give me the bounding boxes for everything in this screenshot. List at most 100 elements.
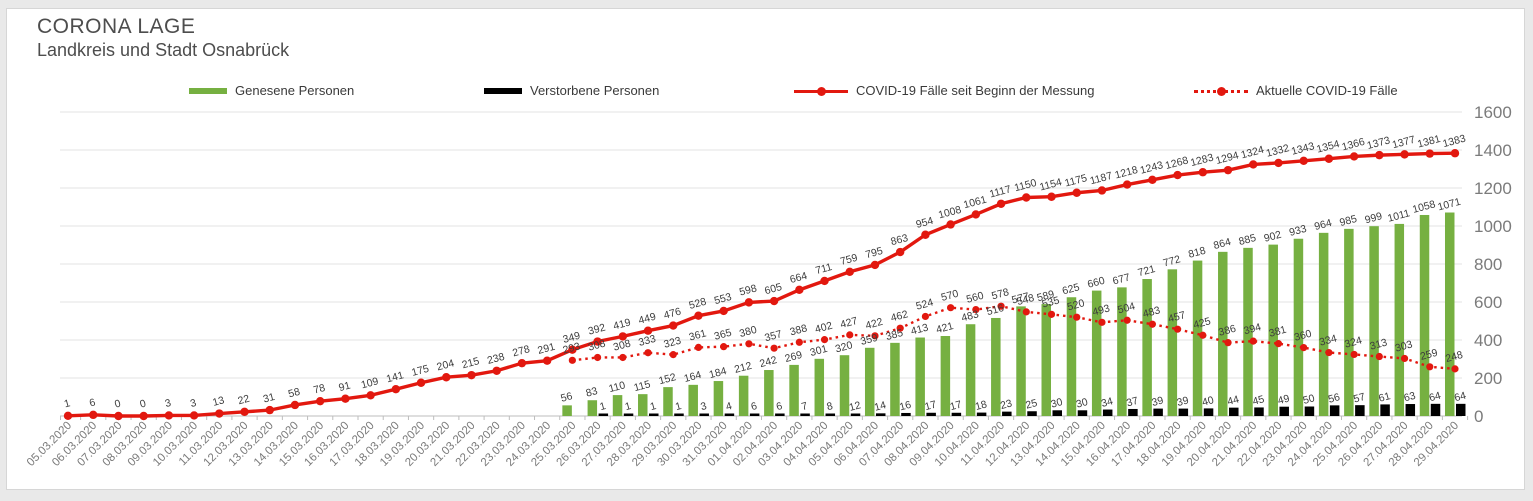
- svg-text:1: 1: [624, 400, 633, 413]
- svg-text:516: 516: [985, 302, 1005, 318]
- svg-text:598: 598: [738, 282, 758, 298]
- svg-text:25: 25: [1024, 397, 1039, 412]
- svg-text:200: 200: [1474, 369, 1502, 388]
- svg-text:22: 22: [237, 393, 252, 408]
- svg-text:1154: 1154: [1038, 176, 1063, 193]
- svg-text:349: 349: [562, 330, 582, 346]
- svg-text:83: 83: [585, 385, 600, 400]
- svg-text:1117: 1117: [988, 183, 1012, 200]
- svg-text:39: 39: [1150, 394, 1165, 409]
- svg-text:40: 40: [1201, 394, 1216, 409]
- svg-text:560: 560: [965, 290, 985, 306]
- svg-text:34: 34: [1100, 395, 1115, 410]
- legend-item-recovered: Genesene Personen: [189, 83, 354, 98]
- legend-label: Verstorbene Personen: [530, 83, 660, 98]
- svg-text:1011: 1011: [1386, 207, 1411, 224]
- svg-text:1354: 1354: [1315, 138, 1341, 156]
- svg-text:141: 141: [385, 369, 405, 385]
- svg-text:109: 109: [360, 375, 380, 391]
- green-bar-swatch-icon: [189, 87, 227, 94]
- svg-text:152: 152: [657, 371, 677, 387]
- svg-text:425: 425: [1192, 315, 1212, 331]
- svg-text:242: 242: [758, 354, 778, 370]
- svg-text:1150: 1150: [1013, 177, 1038, 194]
- svg-text:3: 3: [699, 400, 708, 413]
- svg-text:0: 0: [1474, 407, 1483, 426]
- svg-text:625: 625: [1061, 281, 1081, 297]
- svg-text:711: 711: [814, 261, 833, 277]
- svg-text:259: 259: [1419, 347, 1439, 363]
- svg-text:392: 392: [587, 322, 607, 338]
- svg-text:419: 419: [612, 316, 632, 332]
- svg-text:449: 449: [637, 311, 657, 327]
- svg-text:45: 45: [1251, 393, 1266, 408]
- svg-text:535: 535: [1041, 294, 1061, 310]
- svg-text:63: 63: [1403, 390, 1418, 405]
- svg-text:293: 293: [562, 340, 582, 356]
- svg-text:553: 553: [713, 291, 733, 307]
- svg-text:520: 520: [1066, 297, 1086, 313]
- svg-text:999: 999: [1364, 210, 1384, 226]
- svg-text:413: 413: [910, 322, 930, 338]
- svg-text:402: 402: [814, 320, 834, 336]
- svg-text:357: 357: [763, 328, 783, 344]
- svg-text:1: 1: [674, 400, 683, 413]
- svg-text:333: 333: [637, 333, 657, 349]
- svg-text:269: 269: [784, 349, 804, 365]
- svg-text:91: 91: [337, 379, 352, 394]
- svg-text:6: 6: [88, 396, 97, 409]
- page-title: CORONA LAGE: [37, 15, 196, 38]
- svg-text:164: 164: [683, 369, 703, 385]
- svg-text:570: 570: [940, 288, 960, 304]
- svg-text:16: 16: [898, 399, 913, 414]
- legend-item-deceased: Verstorbene Personen: [484, 83, 659, 98]
- svg-text:308: 308: [612, 337, 632, 353]
- svg-text:17: 17: [923, 399, 938, 414]
- svg-text:772: 772: [1162, 253, 1182, 269]
- svg-text:1: 1: [598, 400, 607, 413]
- svg-text:291: 291: [536, 341, 556, 357]
- svg-text:320: 320: [834, 339, 854, 355]
- svg-text:6: 6: [750, 400, 759, 413]
- legend-label: Genesene Personen: [235, 83, 355, 98]
- svg-text:6: 6: [775, 400, 784, 413]
- svg-text:14: 14: [873, 399, 888, 414]
- svg-text:483: 483: [1142, 304, 1162, 320]
- svg-text:215: 215: [461, 355, 481, 371]
- svg-text:381: 381: [1268, 324, 1288, 340]
- svg-text:864: 864: [1212, 236, 1232, 252]
- legend-item-cumulative-cases: COVID-19 Fälle seit Beginn der Messung: [794, 83, 1094, 98]
- svg-text:1071: 1071: [1436, 196, 1462, 214]
- chart-legend: Genesene Personen Verstorbene Personen C…: [7, 83, 1524, 105]
- svg-text:483: 483: [960, 308, 980, 324]
- svg-text:457: 457: [1167, 309, 1187, 325]
- legend-label: Aktuelle COVID-19 Fälle: [1256, 83, 1398, 98]
- legend-label: COVID-19 Fälle seit Beginn der Messung: [856, 83, 1095, 98]
- svg-text:7: 7: [800, 400, 809, 413]
- svg-text:1373: 1373: [1366, 134, 1392, 152]
- svg-text:578: 578: [990, 286, 1010, 302]
- svg-text:394: 394: [1242, 321, 1262, 337]
- svg-text:1218: 1218: [1114, 164, 1140, 182]
- svg-text:1366: 1366: [1341, 136, 1367, 154]
- svg-text:3: 3: [189, 397, 198, 410]
- svg-text:56: 56: [1327, 391, 1342, 406]
- svg-text:1: 1: [63, 397, 72, 410]
- svg-text:365: 365: [713, 327, 733, 343]
- svg-text:64: 64: [1453, 390, 1468, 405]
- svg-text:1381: 1381: [1416, 133, 1442, 151]
- svg-text:361: 361: [688, 327, 708, 343]
- svg-text:30: 30: [1075, 396, 1090, 411]
- svg-text:238: 238: [486, 351, 506, 367]
- svg-text:985: 985: [1338, 213, 1358, 229]
- svg-text:1243: 1243: [1139, 159, 1165, 177]
- svg-text:175: 175: [410, 363, 430, 379]
- svg-text:204: 204: [435, 357, 455, 373]
- svg-text:303: 303: [1394, 338, 1414, 354]
- svg-text:1283: 1283: [1189, 151, 1215, 169]
- svg-text:721: 721: [1137, 263, 1157, 279]
- svg-text:1268: 1268: [1164, 154, 1190, 172]
- svg-text:359: 359: [859, 332, 879, 348]
- red-dotted-line-swatch-icon: [1194, 86, 1248, 96]
